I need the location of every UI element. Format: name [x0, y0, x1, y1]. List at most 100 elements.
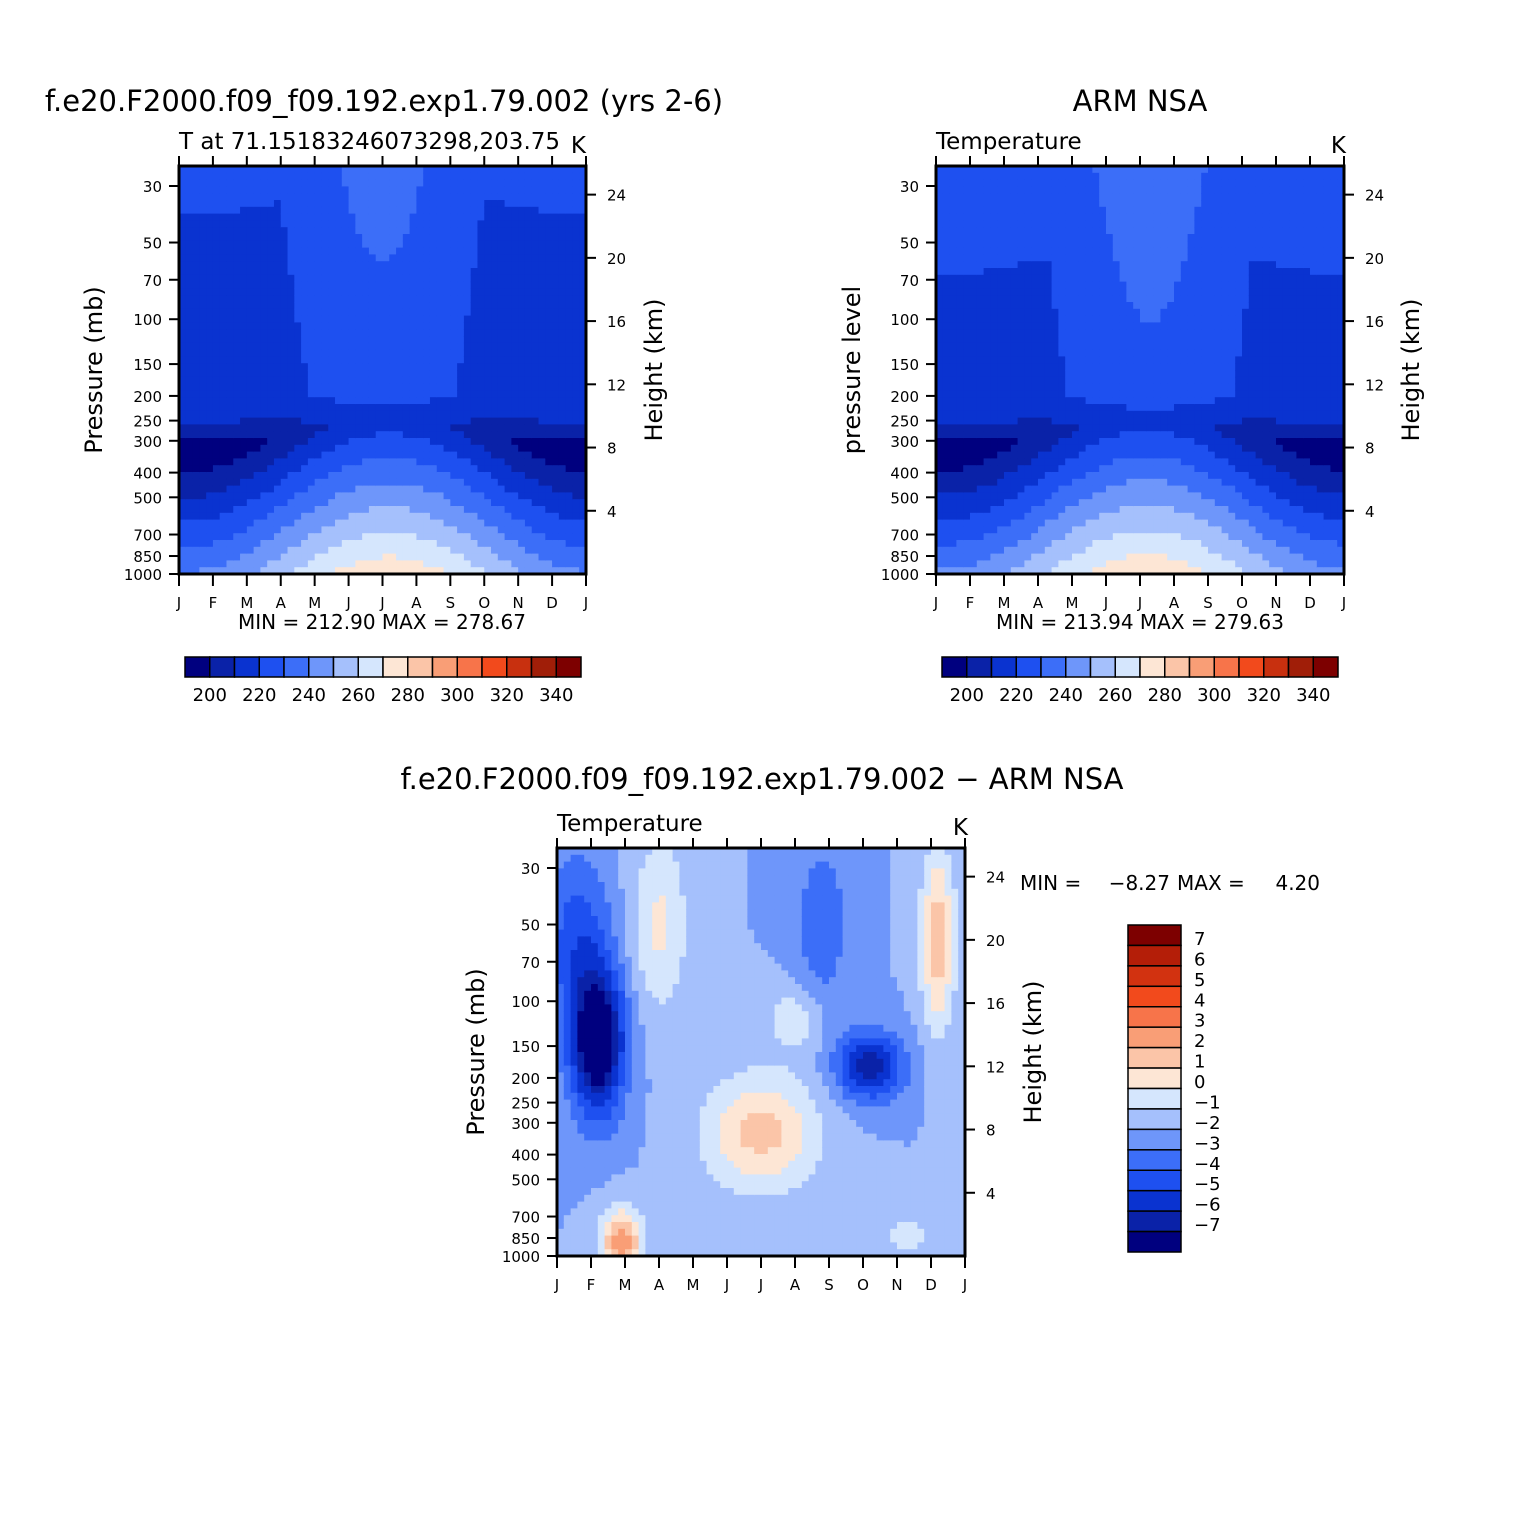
contour-cell: [976, 179, 985, 187]
contour-cell: [199, 281, 207, 289]
contour-cell: [273, 349, 282, 357]
contour-cell: [463, 329, 472, 337]
contour-cell: [240, 315, 248, 323]
contour-cell: [212, 506, 221, 514]
contour-cell: [572, 472, 580, 480]
contour-cell: [1031, 472, 1039, 480]
contour-cell: [963, 186, 971, 194]
contour-cell: [253, 383, 261, 391]
contour-cell: [558, 172, 567, 181]
contour-cell: [470, 179, 479, 187]
contour-cell: [1024, 431, 1032, 439]
contour-cell: [545, 200, 553, 208]
contour-cell: [545, 397, 553, 405]
contour-cell: [179, 186, 187, 194]
contour-cell: [1058, 186, 1066, 194]
contour-cell: [307, 506, 316, 514]
contour-cell: [504, 417, 512, 425]
contour-cell: [484, 240, 492, 249]
contour-cell: [294, 186, 302, 194]
contour-cell: [328, 438, 336, 446]
contour-cell: [287, 383, 295, 391]
contour-cell: [579, 390, 587, 398]
contour-cell: [192, 288, 200, 296]
contour-cell: [253, 254, 261, 262]
contour-cell: [362, 268, 370, 276]
contour-cell: [396, 567, 404, 575]
contour-cell: [572, 247, 580, 255]
contour-cell: [185, 512, 194, 521]
contour-cell: [1058, 546, 1066, 555]
contour-cell: [273, 376, 282, 385]
contour-cell: [280, 308, 289, 317]
contour-cell: [956, 519, 964, 527]
contour-cell: [185, 499, 194, 507]
contour-cell: [1004, 526, 1012, 534]
contour-cell: [963, 234, 971, 242]
contour-cell: [491, 519, 499, 527]
contour-cell: [997, 404, 1005, 412]
contour-cell: [936, 424, 944, 432]
contour-cell: [470, 220, 479, 228]
contour-cell: [294, 478, 302, 487]
contour-cell: [443, 302, 451, 310]
contour-cell: [470, 431, 479, 439]
contour-cell: [212, 268, 221, 276]
contour-cell: [429, 356, 438, 364]
contour-cell: [301, 247, 309, 255]
contour-cell: [287, 213, 295, 221]
contour-cell: [1044, 370, 1053, 378]
contour-cell: [382, 458, 390, 466]
contour-cell: [429, 424, 438, 432]
contour-cell: [287, 240, 295, 249]
contour-cell: [956, 376, 964, 385]
contour-cell: [260, 519, 268, 527]
contour-cell: [942, 424, 951, 432]
contour-cell: [518, 512, 526, 521]
contour-cell: [301, 567, 309, 575]
contour-cell: [212, 172, 221, 181]
contour-cell: [348, 240, 356, 249]
contour-cell: [1038, 546, 1046, 555]
contour-cell: [1024, 302, 1032, 310]
contour-cell: [335, 451, 343, 459]
contour-cell: [226, 186, 234, 194]
contour-cell: [572, 356, 580, 364]
contour-cell: [1051, 288, 1059, 296]
contour-cell: [335, 363, 343, 371]
contour-cell: [375, 444, 384, 453]
contour-cell: [558, 268, 567, 276]
contour-cell: [368, 492, 377, 500]
contour-cell: [1072, 485, 1080, 493]
contour-cell: [396, 281, 404, 289]
contour-cell: [511, 356, 519, 364]
contour-cell: [273, 166, 282, 174]
contour-cell: [511, 302, 519, 310]
contour-cell: [970, 206, 978, 215]
contour-cell: [970, 288, 978, 296]
contour-cell: [219, 472, 228, 480]
contour-cell: [185, 329, 194, 337]
contour-cell: [314, 560, 323, 568]
contour-cell: [280, 295, 289, 303]
contour-cell: [1017, 390, 1025, 398]
contour-cell: [267, 451, 275, 459]
contour-cell: [477, 261, 485, 269]
contour-cell: [416, 526, 424, 534]
contour-cell: [956, 166, 964, 174]
contour-cell: [179, 342, 187, 351]
contour-cell: [1072, 533, 1080, 541]
contour-cell: [260, 410, 268, 419]
contour-cell: [423, 540, 431, 548]
contour-cell: [409, 533, 418, 541]
contour-cell: [463, 383, 472, 391]
contour-cell: [382, 540, 390, 548]
contour-cell: [1024, 295, 1032, 303]
contour-cell: [301, 519, 309, 527]
contour-cell: [328, 512, 336, 521]
contour-cell: [1051, 560, 1059, 568]
contour-cell: [1058, 274, 1066, 283]
contour-cell: [970, 254, 978, 262]
contour-cell: [579, 206, 587, 215]
contour-cell: [997, 485, 1005, 493]
